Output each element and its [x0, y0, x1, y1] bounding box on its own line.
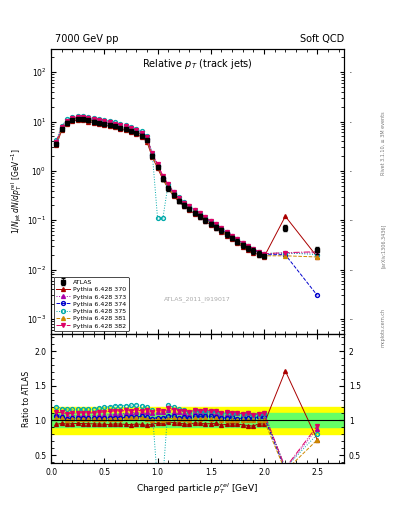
Legend: ATLAS, Pythia 6.428 370, Pythia 6.428 373, Pythia 6.428 374, Pythia 6.428 375, P: ATLAS, Pythia 6.428 370, Pythia 6.428 37…	[53, 276, 129, 331]
Text: ATLAS_2011_I919017: ATLAS_2011_I919017	[164, 296, 231, 303]
Text: Relative $p_T$ (track jets): Relative $p_T$ (track jets)	[142, 57, 253, 71]
Text: Soft QCD: Soft QCD	[299, 33, 344, 44]
Bar	[51, 414, 344, 428]
Text: mcplots.cern.ch: mcplots.cern.ch	[381, 308, 386, 347]
X-axis label: Charged particle $p_T^{rel}$ [GeV]: Charged particle $p_T^{rel}$ [GeV]	[136, 481, 259, 496]
Text: [arXiv:1306.3436]: [arXiv:1306.3436]	[381, 224, 386, 268]
Y-axis label: $1/N_\mathrm{jet}\,dN/dp_T^\mathrm{rel}$ [GeV$^{-1}$]: $1/N_\mathrm{jet}\,dN/dp_T^\mathrm{rel}$…	[10, 148, 24, 234]
Text: Rivet 3.1.10, ≥ 3M events: Rivet 3.1.10, ≥ 3M events	[381, 112, 386, 175]
Text: 7000 GeV pp: 7000 GeV pp	[55, 33, 119, 44]
Y-axis label: Ratio to ATLAS: Ratio to ATLAS	[22, 371, 31, 426]
Bar	[51, 407, 344, 434]
